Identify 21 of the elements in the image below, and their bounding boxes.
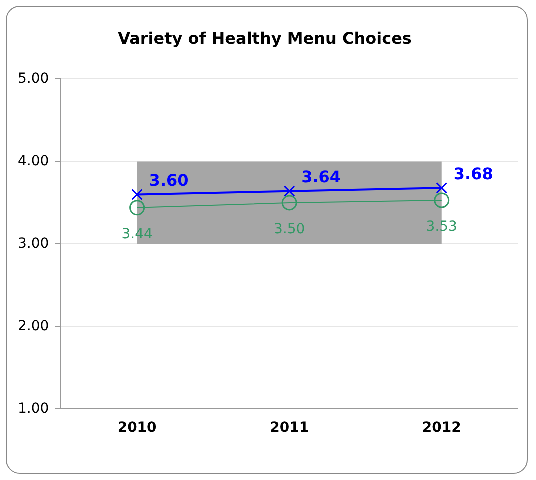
data-label: 3.68: [454, 164, 494, 184]
x-tick-label: 2010: [118, 420, 158, 436]
chart-title: Variety of Healthy Menu Choices: [118, 28, 412, 48]
data-label: 3.53: [426, 219, 458, 236]
y-tick-label: 1.00: [18, 400, 50, 417]
x-tick-label: 2012: [422, 420, 462, 436]
y-tick-label: 2.00: [18, 318, 50, 334]
point: [132, 189, 144, 200]
y-tick-label: 3.00: [18, 236, 50, 252]
y-tick-label: 5.00: [18, 70, 50, 87]
data-label: 3.60: [149, 170, 189, 190]
point: [282, 195, 298, 211]
data-label: 3.50: [274, 222, 306, 238]
y-tick-label: 4.00: [18, 153, 50, 170]
point: [434, 192, 450, 208]
data-label: 3.64: [302, 168, 342, 187]
data-label: 3.44: [122, 226, 153, 243]
point: [284, 186, 296, 198]
point: [130, 200, 146, 216]
x-tick-label: 2011: [270, 420, 310, 436]
point: [436, 182, 448, 194]
